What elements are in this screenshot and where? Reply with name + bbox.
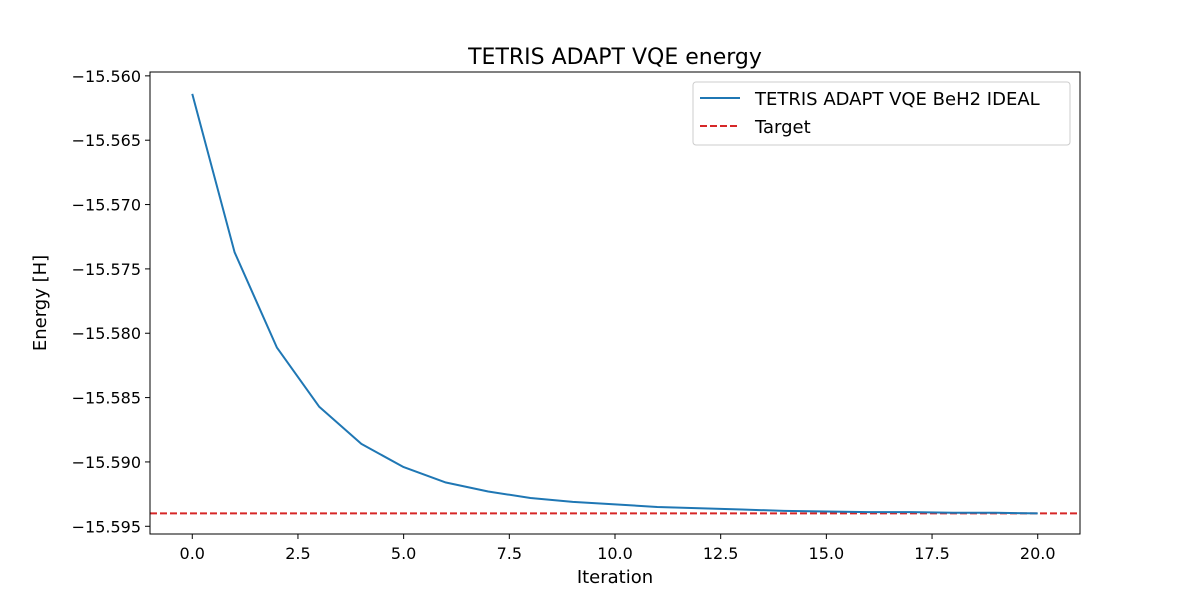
legend: TETRIS ADAPT VQE BeH2 IDEAL Target bbox=[692, 81, 1071, 146]
x-tick-label: 5.0 bbox=[391, 544, 416, 563]
y-tick-label: −15.590 bbox=[72, 453, 141, 472]
legend-box bbox=[692, 81, 1071, 146]
x-axis-label: Iteration bbox=[577, 567, 653, 588]
x-tick-label: 0.0 bbox=[180, 544, 205, 563]
energy-series-line bbox=[191, 93, 1038, 515]
legend-label-target: Target bbox=[754, 117, 811, 138]
legend-label-series: TETRIS ADAPT VQE BeH2 IDEAL bbox=[754, 89, 1040, 110]
y-tick-label: −15.575 bbox=[72, 260, 141, 279]
x-tick-label: 12.5 bbox=[703, 544, 739, 563]
x-tick-label: 20.0 bbox=[1020, 544, 1056, 563]
x-axis: 0.0 2.5 5.0 7.5 10.0 12.5 15.0 17.5 20.0 bbox=[180, 534, 1056, 563]
y-tick-label: −15.580 bbox=[72, 324, 141, 343]
x-tick-label: 15.0 bbox=[809, 544, 845, 563]
plot-area bbox=[150, 93, 1080, 515]
y-tick-label: −15.560 bbox=[72, 67, 141, 86]
chart-title: TETRIS ADAPT VQE energy bbox=[467, 45, 762, 70]
y-axis-label: Energy [H] bbox=[30, 255, 51, 351]
x-tick-label: 2.5 bbox=[285, 544, 310, 563]
y-tick-label: −15.570 bbox=[72, 196, 141, 215]
y-tick-label: −15.585 bbox=[72, 389, 141, 408]
y-tick-label: −15.595 bbox=[72, 517, 141, 536]
x-tick-label: 10.0 bbox=[597, 544, 633, 563]
x-tick-label: 7.5 bbox=[497, 544, 522, 563]
y-axis: −15.560 −15.565 −15.570 −15.575 −15.580 −15.5… bbox=[72, 67, 150, 536]
y-tick-label: −15.565 bbox=[72, 131, 141, 150]
x-tick-label: 17.5 bbox=[914, 544, 950, 563]
